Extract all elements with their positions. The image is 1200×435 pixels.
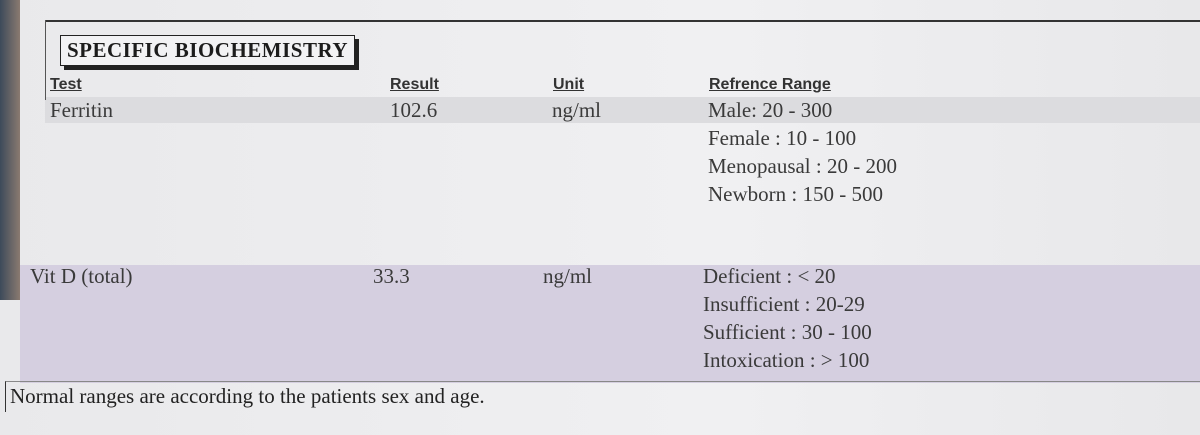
reference-range: Female : 10 - 100: [708, 126, 857, 150]
reference-range: Male: 20 - 300: [708, 98, 833, 122]
photo-edge: [0, 0, 20, 300]
section-title: SPECIFIC BIOCHEMISTRY: [60, 35, 356, 66]
column-header: Test: [50, 76, 82, 93]
unit: ng/ml: [552, 98, 602, 122]
row-band: [20, 265, 1200, 383]
row-band: [45, 97, 1200, 123]
column-header: Unit: [553, 76, 585, 93]
rule: [45, 20, 1200, 22]
reference-range: Intoxication : > 100: [703, 348, 870, 372]
reference-range: Deficient : < 20: [703, 264, 836, 288]
result-value: 102.6: [390, 98, 438, 122]
reference-range: Sufficient : 30 - 100: [703, 320, 872, 344]
result-value: 33.3: [373, 264, 410, 288]
column-header: Result: [390, 76, 439, 93]
reference-range: Insufficient : 20-29: [703, 292, 865, 316]
column-header: Refrence Range: [709, 76, 831, 93]
rule: [45, 20, 46, 100]
test-name: Vit D (total): [30, 264, 133, 288]
footer-note: Normal ranges are according to the patie…: [10, 384, 485, 408]
reference-range: Newborn : 150 - 500: [708, 182, 883, 206]
reference-range: Menopausal : 20 - 200: [708, 154, 897, 178]
test-name: Ferritin: [50, 98, 113, 122]
unit: ng/ml: [543, 264, 593, 288]
footer-box: [5, 381, 1200, 412]
